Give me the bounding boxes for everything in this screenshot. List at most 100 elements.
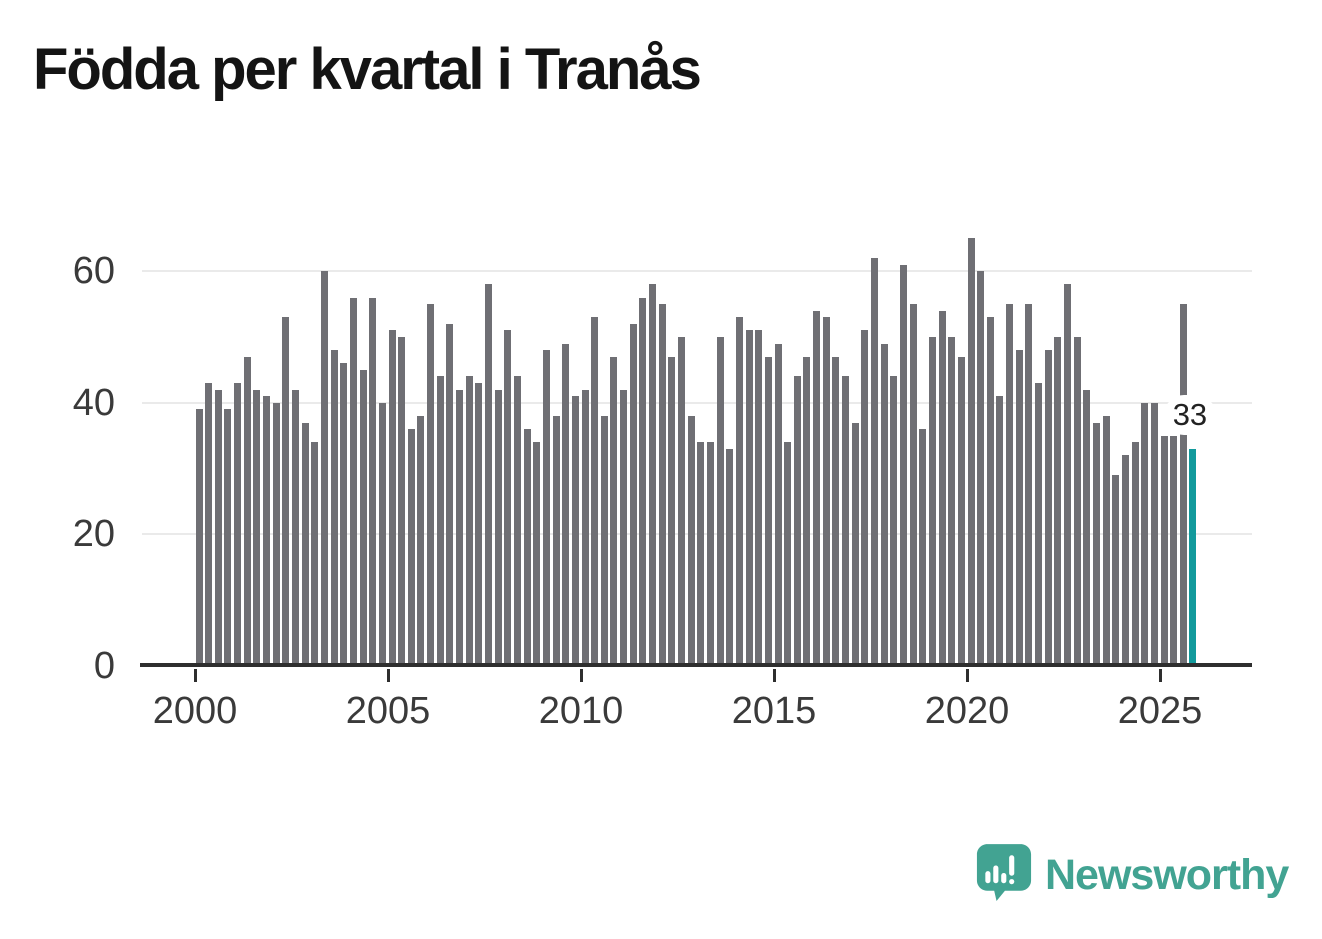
bar-2007-Q1 — [465, 376, 473, 666]
bar-2013-Q2 — [706, 442, 714, 666]
bar-2015-Q3 — [793, 376, 801, 666]
bar-2005-Q2 — [398, 337, 406, 666]
bar-2012-Q3 — [678, 337, 685, 666]
y-axis-label-60: 60 — [72, 250, 115, 293]
bar-2017-Q4 — [880, 343, 888, 666]
bar-2025-Q2 — [1170, 435, 1178, 666]
bar-2008-Q3 — [523, 429, 531, 666]
x-axis-label-2020: 2020 — [924, 690, 1010, 732]
x-tick-2010 — [579, 669, 583, 682]
x-axis-line — [140, 663, 1252, 667]
newsworthy-logo-text: Newsworthy — [1045, 851, 1289, 899]
bar-2012-Q1 — [658, 304, 666, 666]
bar-2003-Q1 — [311, 442, 319, 666]
bar-2004-Q3 — [369, 297, 377, 666]
bar-2021-Q4 — [1035, 383, 1043, 666]
chart-title: Födda per kvartal i Tranås — [33, 37, 702, 102]
bar-2002-Q4 — [301, 422, 309, 666]
x-axis-label-2000: 2000 — [152, 690, 238, 732]
y-axis-label-0: 0 — [93, 645, 115, 687]
bar-2009-Q1 — [542, 350, 550, 666]
bar-2021-Q1 — [1006, 304, 1014, 666]
bar-2024-Q4 — [1150, 402, 1158, 666]
bar-2007-Q2 — [475, 383, 483, 666]
bar-2014-Q2 — [745, 330, 753, 666]
x-tick-2020 — [965, 669, 969, 682]
x-axis-label-2005: 2005 — [345, 690, 431, 732]
bar-2004-Q2 — [359, 369, 367, 666]
bar-2015-Q1 — [774, 343, 782, 666]
bar-2024-Q2 — [1131, 442, 1139, 666]
bar-2008-Q1 — [504, 330, 512, 666]
bar-2023-Q4 — [1112, 475, 1120, 666]
bar-2016-Q1 — [813, 310, 821, 666]
bar-2013-Q4 — [726, 448, 734, 666]
x-axis-label-2025: 2025 — [1117, 690, 1203, 732]
bar-2000-Q3 — [214, 389, 222, 666]
bar-2025-Q3 — [1179, 304, 1187, 666]
bar-2003-Q3 — [330, 350, 338, 666]
x-tick-2005 — [386, 669, 390, 682]
x-tick-2000 — [193, 669, 197, 682]
bar-2014-Q4 — [764, 356, 772, 666]
bar-2017-Q2 — [861, 330, 869, 666]
bar-2010-Q4 — [610, 356, 618, 666]
bar-2019-Q1 — [928, 337, 936, 666]
bar-2025-Q4-highlighted — [1189, 448, 1197, 666]
bar-2004-Q4 — [378, 402, 386, 666]
bar-2014-Q1 — [735, 317, 743, 666]
bar-2020-Q2 — [977, 271, 985, 666]
bar-2005-Q1 — [388, 330, 396, 666]
x-axis-label-2015: 2015 — [731, 690, 817, 732]
bar-2000-Q2 — [205, 383, 213, 666]
bar-2002-Q2 — [282, 317, 290, 666]
bar-2010-Q2 — [591, 317, 599, 666]
bar-2025-Q1 — [1160, 435, 1168, 666]
bar-2000-Q1 — [195, 409, 203, 666]
bar-2021-Q3 — [1025, 304, 1033, 666]
bar-2017-Q3 — [871, 258, 878, 666]
x-tick-2015 — [772, 669, 776, 682]
latest-value-annotation: 33 — [1163, 394, 1216, 435]
bar-2003-Q4 — [340, 363, 348, 666]
bar-2018-Q3 — [909, 304, 917, 666]
bar-2002-Q3 — [292, 389, 299, 666]
bar-2024-Q3 — [1141, 402, 1149, 666]
bar-2011-Q2 — [629, 323, 637, 666]
bar-2001-Q2 — [243, 356, 251, 666]
bar-2021-Q2 — [1015, 350, 1023, 666]
bar-2011-Q1 — [620, 389, 628, 666]
bar-2001-Q4 — [263, 396, 271, 666]
bar-2023-Q2 — [1092, 422, 1100, 666]
bar-2010-Q3 — [600, 415, 608, 666]
bar-2008-Q2 — [513, 376, 521, 666]
bar-2001-Q3 — [253, 389, 261, 666]
bar-2023-Q3 — [1102, 415, 1110, 666]
bar-2019-Q4 — [957, 356, 965, 666]
bar-2014-Q3 — [755, 330, 763, 666]
newsworthy-speech-bubble-bar-chart-icon — [976, 843, 1032, 908]
bar-2019-Q3 — [948, 337, 956, 666]
bar-2018-Q4 — [919, 429, 927, 666]
x-axis-label-2010: 2010 — [538, 690, 624, 732]
bar-2013-Q3 — [716, 337, 724, 666]
bar-2002-Q1 — [272, 402, 280, 666]
y-axis-label-40: 40 — [72, 381, 115, 424]
bar-2006-Q1 — [427, 304, 435, 666]
bar-2016-Q2 — [822, 317, 830, 666]
bar-2007-Q3 — [485, 284, 492, 666]
bar-2009-Q3 — [562, 343, 570, 666]
bar-2009-Q2 — [552, 415, 560, 666]
bar-2022-Q4 — [1073, 337, 1081, 666]
x-tick-2025 — [1158, 669, 1162, 682]
gridline-y-60 — [142, 270, 1252, 273]
bar-2018-Q1 — [890, 376, 898, 666]
bar-2020-Q3 — [986, 317, 994, 666]
bar-2017-Q1 — [851, 422, 859, 666]
gridline-y-40 — [142, 401, 1252, 404]
bar-2018-Q2 — [899, 264, 907, 666]
bar-2006-Q4 — [456, 389, 464, 666]
bar-2024-Q1 — [1121, 455, 1129, 666]
bar-2007-Q4 — [494, 389, 502, 666]
